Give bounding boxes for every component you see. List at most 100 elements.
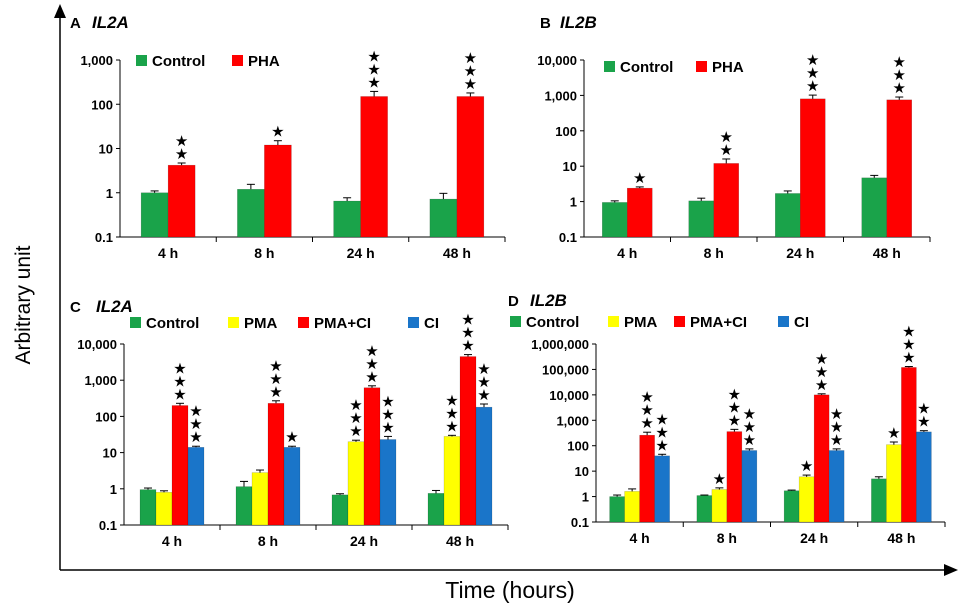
panel-c-y-tick-label: 1: [110, 482, 117, 497]
panel-a-significance-star: ★: [175, 146, 188, 163]
panel-b-y-tick-label: 10,000: [537, 53, 577, 68]
panel-a-legend-swatch-control: [136, 55, 147, 66]
panel-a-letter: A: [70, 15, 81, 32]
panel-d-significance-star: ★: [917, 414, 930, 431]
panel-c-significance-star: ★: [173, 386, 186, 403]
panel-c-bar-control: [235, 486, 253, 526]
panel-b-significance-star: ★: [893, 67, 906, 84]
panel-b-bar-control: [861, 177, 887, 238]
panel-d-significance-star: ★: [815, 364, 828, 381]
panel-b-legend-swatch-pha: [696, 61, 707, 72]
panel-d-significance-star: ★: [830, 419, 843, 436]
panel-d-y-tick-label: 1: [582, 490, 589, 505]
panel-d-significance-star: ★: [640, 402, 653, 419]
panel-c-bar-pma-ci: [171, 405, 189, 526]
figure-y-axis-arrow: [54, 4, 66, 18]
panel-b-y-tick-label: 1,000: [544, 88, 577, 103]
panel-b-significance-star: ★: [633, 170, 646, 187]
panel-c-category-label: 8 h: [258, 533, 278, 549]
panel-a-significance-star: ★: [175, 133, 188, 150]
panel-a-bar-control: [333, 200, 361, 238]
panel-c-bar-ci: [475, 406, 493, 526]
panel-c-significance-star: ★: [269, 371, 282, 388]
panel-c-y-tick-label: 10: [103, 446, 117, 461]
panel-a-y-tick-label: 100: [91, 97, 113, 112]
panel-a-legend-label-pha: PHA: [248, 53, 280, 70]
panel-c-bar-pma-ci: [459, 356, 477, 526]
figure-y-axis-label: Arbitrary unit: [12, 245, 35, 364]
panel-a-category-label: 24 h: [347, 245, 375, 261]
panel-c-y-tick-label: 10,000: [77, 337, 117, 352]
panel-b-significance-star: ★: [806, 78, 819, 95]
panel-a-category-label: 8 h: [254, 245, 274, 261]
panel-d-significance-star: ★: [815, 377, 828, 394]
panel-c-bar-control: [427, 493, 445, 526]
panel-d-y-tick-label: 100: [567, 439, 589, 454]
panel-b-y-tick-label: 1: [570, 195, 577, 210]
panel-c-bar-pma: [347, 441, 365, 526]
panel-b-bar-pha: [886, 99, 912, 238]
panel-a-significance-star: ★: [367, 74, 380, 91]
panel-d-legend-label-pma-ci: PMA+CI: [690, 314, 747, 331]
panel-b-legend-label-control: Control: [620, 59, 673, 76]
panel-d-significance-star: ★: [830, 432, 843, 449]
panel-d-significance-star: ★: [815, 351, 828, 368]
panel-b-category-label: 8 h: [704, 245, 724, 261]
panel-c-significance-star: ★: [189, 429, 202, 446]
panel-d-legend-label-control: Control: [526, 314, 579, 331]
panel-d-bar-control: [783, 490, 800, 523]
figure-x-axis-label: Time (hours): [445, 577, 575, 603]
panel-b-bar-pha: [800, 98, 826, 238]
panel-c-bar-ci: [187, 447, 205, 526]
panel-b-significance-star: ★: [720, 129, 733, 146]
panel-d-significance-star: ★: [640, 415, 653, 432]
panel-d-bar-pma: [624, 491, 640, 523]
panel-c-legend-swatch-ci: [408, 317, 419, 328]
panel-b-bar-pha: [627, 187, 653, 238]
panel-c-legend-swatch-pma: [228, 317, 239, 328]
panel-c-bar-pma: [443, 436, 461, 526]
panel-c-significance-star: ★: [445, 392, 458, 409]
panel-d-significance-star: ★: [917, 401, 930, 418]
panel-c-significance-star: ★: [445, 418, 458, 435]
panel-d-y-tick-label: 0.1: [571, 515, 589, 530]
panel-d-category-label: 48 h: [887, 530, 915, 546]
panel-c-significance-star: ★: [189, 403, 202, 420]
panel-d-legend-swatch-pma: [608, 316, 619, 327]
panel-d-bar-pma-ci: [726, 431, 743, 523]
panel-d-significance-star: ★: [902, 350, 915, 367]
panel-d-bar-control: [696, 495, 713, 523]
panel-d-bar-pma-ci: [901, 367, 917, 523]
panel-c-significance-star: ★: [349, 423, 362, 440]
panel-a-title: IL2A: [92, 13, 129, 32]
panel-c-significance-star: ★: [365, 356, 378, 373]
panel-c-bar-pma: [251, 472, 269, 526]
panel-d-significance-star: ★: [830, 406, 843, 423]
panel-a-significance-star: ★: [464, 76, 477, 93]
panel-a-significance-star: ★: [367, 48, 380, 65]
panel-c-legend-label-pma: PMA: [244, 315, 278, 332]
panel-a-category-label: 4 h: [158, 245, 178, 261]
panel-c-legend-label-pma-ci: PMA+CI: [314, 315, 371, 332]
panel-a-legend-swatch-pha: [232, 55, 243, 66]
panel-c-significance-star: ★: [445, 405, 458, 422]
panel-d-significance-star: ★: [800, 458, 813, 475]
panel-c-significance-star: ★: [285, 429, 298, 446]
panel-d-significance-star: ★: [655, 411, 668, 428]
panel-c-significance-star: ★: [189, 416, 202, 433]
panel-c-category-label: 48 h: [446, 533, 474, 549]
panel-b-legend-swatch-control: [604, 61, 615, 72]
panel-a-bar-control: [237, 188, 265, 238]
panel-d-significance-star: ★: [655, 437, 668, 454]
panel-c-significance-star: ★: [477, 387, 490, 404]
panel-b-bar-control: [688, 200, 714, 238]
panel-d-bar-ci: [654, 455, 670, 523]
panel-b-significance-star: ★: [806, 65, 819, 82]
panel-d-significance-star: ★: [743, 432, 756, 449]
panel-c-significance-star: ★: [173, 360, 186, 377]
panel-a-y-tick-label: 10: [99, 142, 113, 157]
panel-b-y-tick-label: 10: [563, 159, 577, 174]
panel-c-significance-star: ★: [269, 384, 282, 401]
panel-d-legend-swatch-ci: [778, 316, 789, 327]
